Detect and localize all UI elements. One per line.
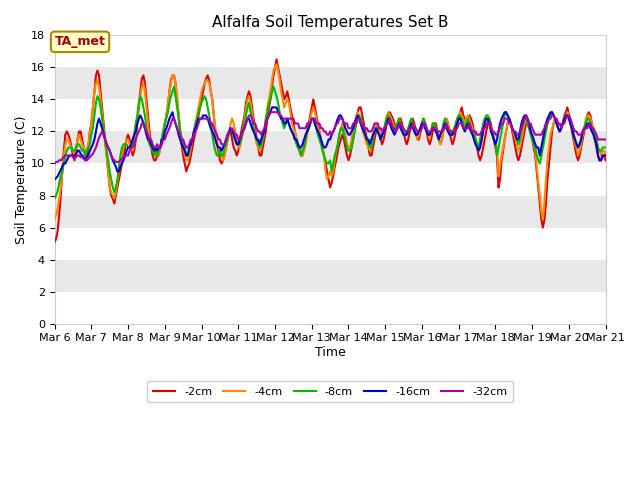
-8cm xyxy=(51,196,58,202)
Line: -4cm: -4cm xyxy=(54,64,605,219)
-4cm xyxy=(273,61,280,67)
-4cm xyxy=(536,192,543,198)
-8cm xyxy=(602,144,609,150)
Bar xyxy=(54,195,605,228)
Line: -8cm: -8cm xyxy=(54,86,605,199)
-16cm xyxy=(366,142,374,147)
-32cm xyxy=(397,120,404,126)
-2cm xyxy=(397,116,404,121)
-2cm xyxy=(273,57,280,62)
-4cm xyxy=(602,153,609,158)
-32cm xyxy=(154,142,161,147)
-32cm xyxy=(602,137,609,143)
Bar xyxy=(54,292,605,324)
-16cm xyxy=(602,153,609,158)
-2cm xyxy=(602,157,609,163)
-16cm xyxy=(154,148,161,154)
-2cm xyxy=(66,137,74,143)
-4cm xyxy=(385,109,392,115)
Text: TA_met: TA_met xyxy=(54,36,106,48)
-16cm xyxy=(51,177,58,182)
-2cm xyxy=(154,153,161,158)
-16cm xyxy=(385,116,392,121)
Bar xyxy=(54,67,605,99)
-2cm xyxy=(536,201,543,206)
-16cm xyxy=(536,153,543,158)
-16cm xyxy=(397,125,404,131)
-8cm xyxy=(366,144,374,150)
-32cm xyxy=(385,120,392,126)
Legend: -2cm, -4cm, -8cm, -16cm, -32cm: -2cm, -4cm, -8cm, -16cm, -32cm xyxy=(147,381,513,402)
-4cm xyxy=(154,148,161,154)
-32cm xyxy=(366,129,374,134)
-32cm xyxy=(536,132,543,138)
Bar xyxy=(54,99,605,132)
-8cm xyxy=(536,161,543,167)
-4cm xyxy=(397,120,404,126)
Bar xyxy=(54,260,605,292)
Line: -32cm: -32cm xyxy=(54,112,605,164)
Bar xyxy=(54,228,605,260)
-4cm xyxy=(366,148,374,154)
-4cm xyxy=(66,142,74,147)
Bar xyxy=(54,132,605,164)
-16cm xyxy=(268,105,276,110)
-8cm xyxy=(397,120,404,126)
-8cm xyxy=(170,84,178,89)
-2cm xyxy=(366,153,374,158)
-2cm xyxy=(51,239,58,245)
Y-axis label: Soil Temperature (C): Soil Temperature (C) xyxy=(15,115,28,244)
-32cm xyxy=(66,153,74,158)
X-axis label: Time: Time xyxy=(315,346,346,359)
-4cm xyxy=(51,216,58,222)
-16cm xyxy=(66,153,74,158)
-32cm xyxy=(267,109,275,115)
-32cm xyxy=(51,161,58,167)
Line: -2cm: -2cm xyxy=(54,60,605,242)
Title: Alfalfa Soil Temperatures Set B: Alfalfa Soil Temperatures Set B xyxy=(212,15,449,30)
Bar xyxy=(54,164,605,195)
-8cm xyxy=(66,144,74,150)
-8cm xyxy=(385,112,392,118)
-2cm xyxy=(385,112,392,118)
Bar xyxy=(54,36,605,67)
Line: -16cm: -16cm xyxy=(54,108,605,180)
-8cm xyxy=(154,153,161,158)
